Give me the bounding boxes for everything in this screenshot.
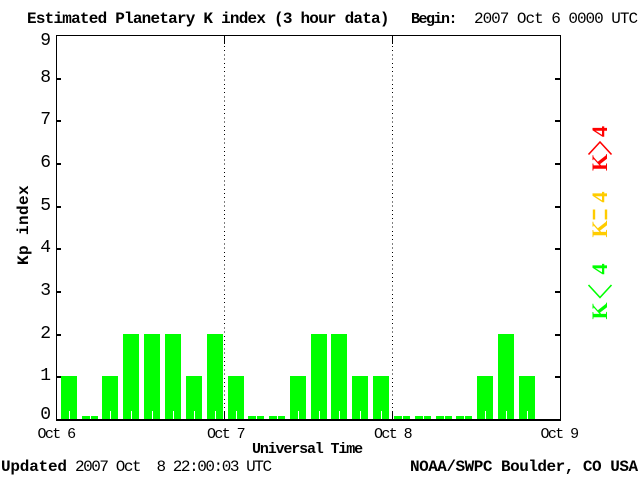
svg-text:K: K (587, 154, 612, 171)
svg-text:K: K (587, 302, 612, 319)
svg-text:K: K (587, 220, 612, 237)
svg-text:4: 4 (587, 264, 612, 275)
svg-text:4: 4 (587, 126, 612, 137)
svg-text:4: 4 (587, 192, 612, 203)
